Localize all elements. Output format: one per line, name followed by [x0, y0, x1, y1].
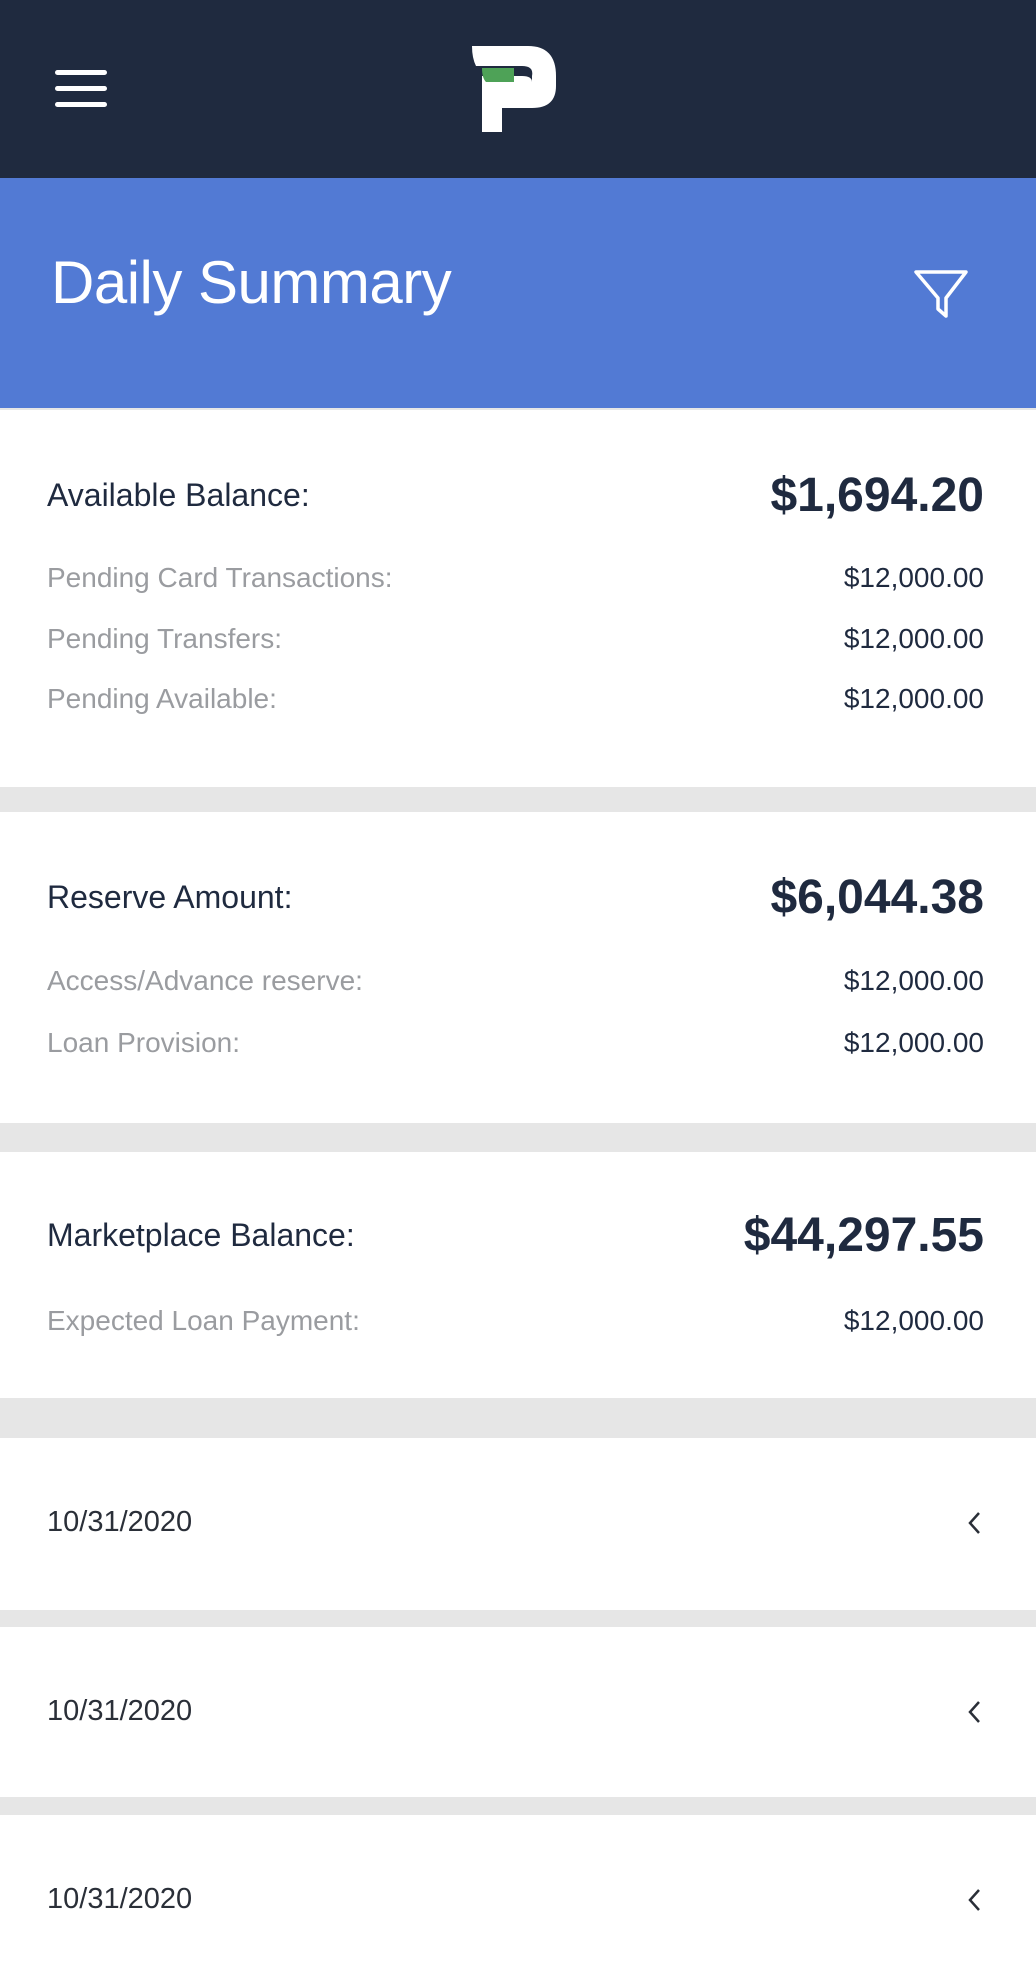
access-advance-reserve-label: Access/Advance reserve: [47, 965, 363, 996]
filter-funnel-icon[interactable] [912, 268, 970, 320]
reserve-amount-label: Reserve Amount: [47, 879, 293, 915]
pending-available-amount: $12,000.00 [843, 683, 984, 714]
page-title: Daily Summary [51, 249, 452, 316]
pending-card-transactions-label: Pending Card Transactions: [47, 562, 393, 593]
marketplace-balance-amount: $44,297.55 [743, 1209, 984, 1262]
pending-available-label: Pending Available: [47, 683, 277, 714]
reserve-amount-value: $6,044.38 [770, 871, 984, 924]
available-balance-label: Available Balance: [47, 477, 310, 513]
pending-card-transactions-amount: $12,000.00 [843, 562, 984, 593]
chevron-left-icon[interactable] [964, 1698, 984, 1726]
title-bar: Daily Summary [0, 178, 1036, 408]
date-row[interactable]: 10/31/2020 [0, 1815, 1036, 1986]
chevron-left-icon[interactable] [964, 1509, 984, 1537]
available-balance-card: Available Balance: $1,694.20 Pending Car… [0, 410, 1036, 787]
loan-provision-amount: $12,000.00 [843, 1027, 984, 1058]
date-row[interactable]: 10/31/2020 [0, 1627, 1036, 1797]
date-label: 10/31/2020 [47, 1883, 193, 1915]
reserve-amount-card: Reserve Amount: $6,044.38 Access/Advance… [0, 812, 1036, 1123]
chevron-left-icon[interactable] [964, 1886, 984, 1914]
access-advance-reserve-amount: $12,000.00 [843, 965, 984, 996]
p-logo [472, 46, 556, 132]
top-navigation-bar [0, 0, 1036, 178]
date-row[interactable]: 10/31/2020 [0, 1438, 1036, 1610]
expected-loan-payment-label: Expected Loan Payment: [47, 1305, 360, 1336]
pending-transfers-amount: $12,000.00 [843, 623, 984, 654]
hamburger-menu-icon[interactable] [55, 70, 107, 108]
date-label: 10/31/2020 [47, 1506, 193, 1538]
expected-loan-payment-amount: $12,000.00 [843, 1305, 984, 1336]
date-label: 10/31/2020 [47, 1695, 193, 1727]
loan-provision-label: Loan Provision: [47, 1027, 241, 1058]
marketplace-balance-label: Marketplace Balance: [47, 1217, 355, 1253]
marketplace-balance-card: Marketplace Balance: $44,297.55 Expected… [0, 1152, 1036, 1398]
available-balance-amount: $1,694.20 [770, 469, 984, 522]
pending-transfers-label: Pending Transfers: [47, 623, 283, 654]
